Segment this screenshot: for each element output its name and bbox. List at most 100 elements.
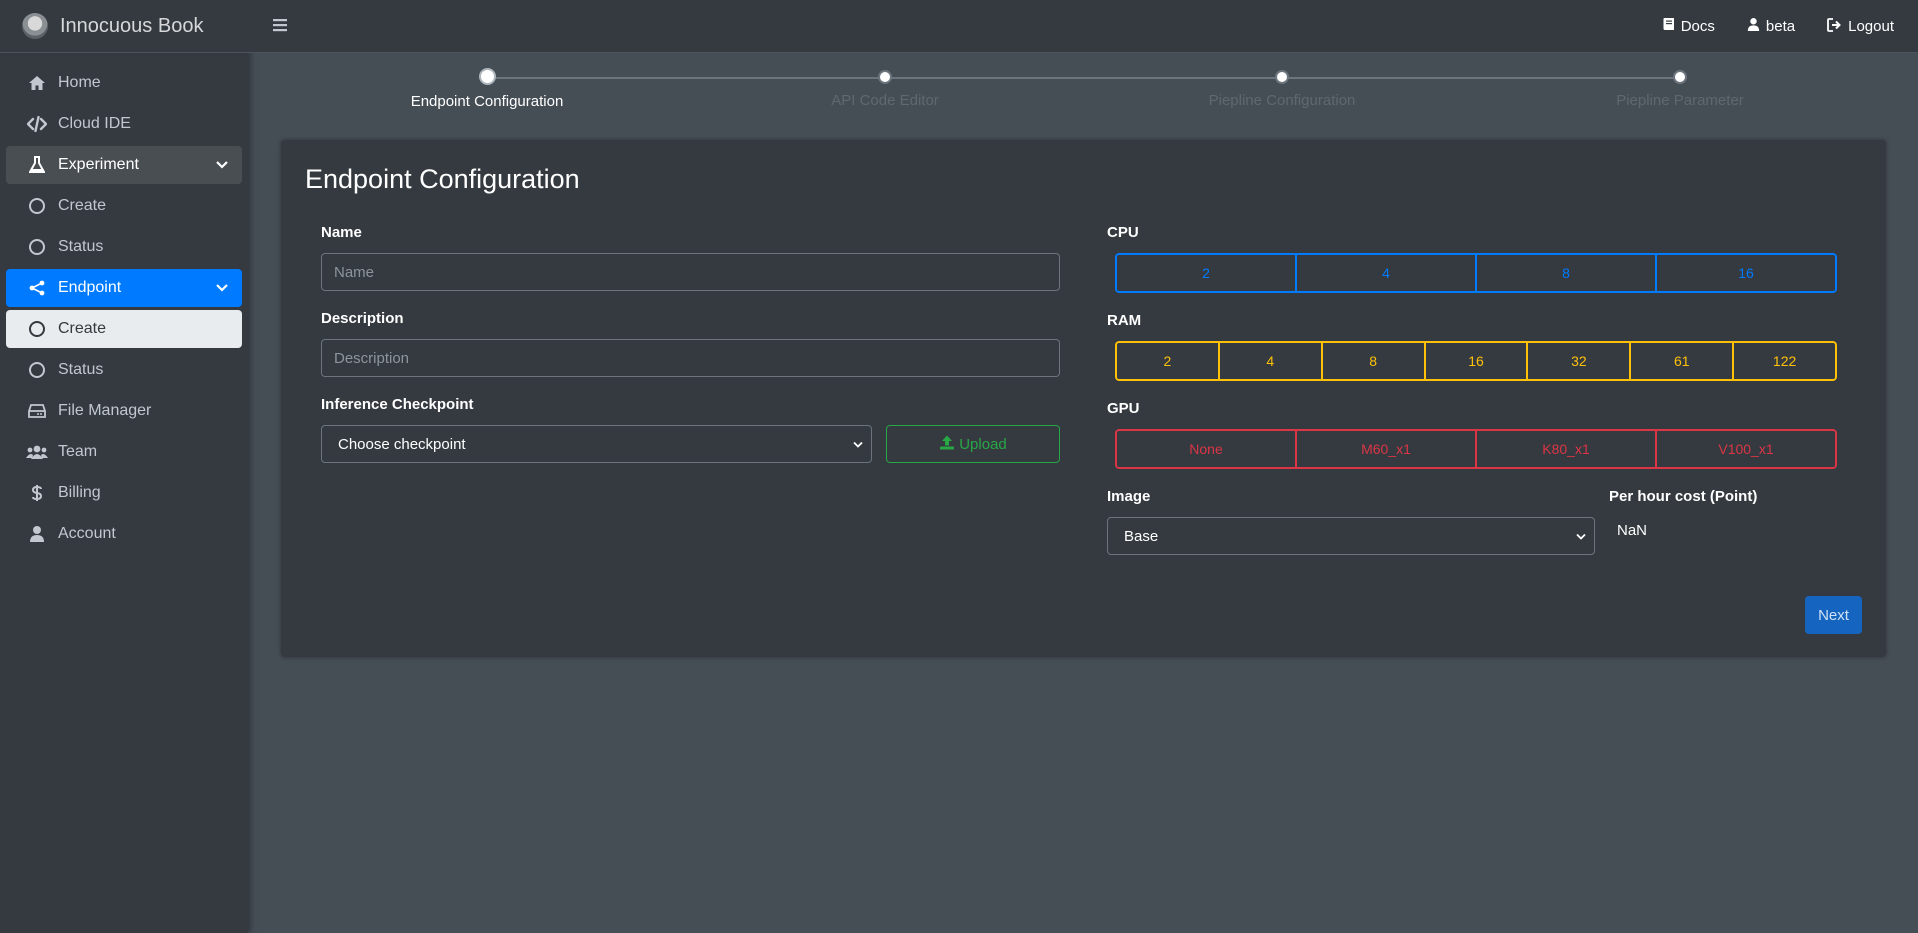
brand-link[interactable]: Innocuous Book xyxy=(0,0,248,53)
endpoint-config-card: Endpoint Configuration Name Description … xyxy=(281,140,1886,657)
sidebar-item-home[interactable]: Home xyxy=(6,64,242,102)
logout-link[interactable]: Logout xyxy=(1827,17,1894,36)
docs-link[interactable]: Docs xyxy=(1662,17,1715,36)
user-link[interactable]: beta xyxy=(1747,17,1795,36)
sidebar-item-experiment-create[interactable]: Create xyxy=(6,187,242,225)
step-pipeline-parameter[interactable]: Piepline Parameter xyxy=(1560,68,1800,109)
stepper-line xyxy=(487,77,1679,79)
progress-stepper: Endpoint Configuration API Code Editor P… xyxy=(283,68,1744,118)
ram-option[interactable]: 4 xyxy=(1218,341,1322,381)
sidebar-item-label: Create xyxy=(58,320,107,337)
cpu-option[interactable]: 8 xyxy=(1476,253,1656,293)
docs-label: Docs xyxy=(1680,18,1715,35)
sidebar-item-endpoint-status[interactable]: Status xyxy=(6,351,242,389)
cost-value: NaN xyxy=(1617,522,1648,539)
gpu-option[interactable]: K80_x1 xyxy=(1476,429,1656,469)
circle-icon xyxy=(26,362,48,378)
checkpoint-label: Inference Checkpoint xyxy=(321,396,474,413)
step-endpoint-configuration[interactable]: Endpoint Configuration xyxy=(367,68,607,110)
gpu-label: GPU xyxy=(1107,400,1140,417)
user-label: beta xyxy=(1765,18,1796,35)
sidebar-item-file-manager[interactable]: File Manager xyxy=(6,392,242,430)
code-icon xyxy=(26,116,48,132)
step-dot xyxy=(478,68,496,85)
sidebar-item-label: Create xyxy=(58,197,107,214)
step-pipeline-configuration[interactable]: Piepline Configuration xyxy=(1162,68,1402,109)
cpu-label: CPU xyxy=(1107,224,1139,241)
ram-option[interactable]: 8 xyxy=(1321,341,1425,381)
description-input[interactable] xyxy=(321,339,1060,377)
image-selected: Base xyxy=(1124,527,1159,545)
checkpoint-selected: Choose checkpoint xyxy=(338,435,466,453)
ram-option[interactable]: 16 xyxy=(1424,341,1528,381)
circle-icon xyxy=(26,321,48,337)
gpu-option[interactable]: M60_x1 xyxy=(1296,429,1476,469)
sidebar-item-label: Endpoint xyxy=(58,279,122,296)
users-icon xyxy=(26,444,48,460)
step-api-code-editor[interactable]: API Code Editor xyxy=(765,68,1005,109)
logout-label: Logout xyxy=(1848,18,1894,35)
circle-icon xyxy=(26,239,48,255)
ram-option[interactable]: 2 xyxy=(1115,341,1219,381)
checkpoint-select[interactable]: Choose checkpoint xyxy=(321,425,872,463)
cpu-option[interactable]: 2 xyxy=(1115,253,1296,293)
menu-toggle-icon[interactable] xyxy=(272,17,288,38)
sidebar-item-label: Cloud IDE xyxy=(58,115,131,132)
sidebar-item-billing[interactable]: Billing xyxy=(6,474,242,512)
sidebar-item-endpoint[interactable]: Endpoint xyxy=(6,269,242,307)
sidebar-item-experiment[interactable]: Experiment xyxy=(6,146,242,184)
share-icon xyxy=(26,280,48,296)
description-label: Description xyxy=(321,310,404,327)
chevron-down-icon xyxy=(1576,528,1586,545)
user-icon xyxy=(1747,17,1760,36)
flask-icon xyxy=(26,156,48,174)
card-title: Endpoint Configuration xyxy=(305,164,580,194)
image-select[interactable]: Base xyxy=(1107,517,1595,555)
sidebar-item-account[interactable]: Account xyxy=(6,515,242,553)
sidebar-item-endpoint-create[interactable]: Create xyxy=(6,310,242,348)
name-input[interactable] xyxy=(321,253,1060,291)
ram-option[interactable]: 32 xyxy=(1527,341,1631,381)
cpu-options: 2 4 8 16 xyxy=(1115,253,1837,293)
cpu-option[interactable]: 16 xyxy=(1656,253,1837,293)
sidebar-item-experiment-status[interactable]: Status xyxy=(6,228,242,266)
upload-button[interactable]: Upload xyxy=(886,425,1060,463)
gpu-option[interactable]: None xyxy=(1115,429,1296,469)
circle-icon xyxy=(26,198,48,214)
sidebar-item-team[interactable]: Team xyxy=(6,433,242,471)
top-right-links: Docs beta Logout xyxy=(1662,0,1894,53)
upload-icon xyxy=(939,435,955,454)
home-icon xyxy=(26,75,48,91)
sidebar-nav: Home Cloud IDE Experiment Create Status xyxy=(0,53,248,553)
sign-out-icon xyxy=(1827,17,1842,36)
cost-label: Per hour cost (Point) xyxy=(1609,488,1758,505)
gpu-option[interactable]: V100_x1 xyxy=(1656,429,1837,469)
book-icon xyxy=(1662,17,1675,36)
upload-label: Upload xyxy=(959,435,1007,453)
step-label: Piepline Parameter xyxy=(1616,92,1744,109)
chevron-down-icon xyxy=(853,436,863,453)
step-dot xyxy=(1673,70,1687,84)
sidebar-item-cloud-ide[interactable]: Cloud IDE xyxy=(6,105,242,143)
step-label: Piepline Configuration xyxy=(1208,92,1356,109)
brand-name: Innocuous Book xyxy=(60,14,204,37)
step-label: Endpoint Configuration xyxy=(410,93,564,110)
sidebar-item-label: Team xyxy=(58,443,98,460)
step-label: API Code Editor xyxy=(831,92,939,109)
chevron-down-icon xyxy=(216,279,228,297)
ram-option[interactable]: 61 xyxy=(1630,341,1734,381)
image-label: Image xyxy=(1107,488,1151,505)
sidebar-item-label: Status xyxy=(58,361,104,378)
sidebar-item-label: Account xyxy=(58,525,116,542)
brand-logo-icon xyxy=(22,13,48,39)
ram-label: RAM xyxy=(1107,312,1142,329)
cpu-option[interactable]: 4 xyxy=(1296,253,1476,293)
next-button[interactable]: Next xyxy=(1805,596,1862,634)
chevron-down-icon xyxy=(216,156,228,174)
ram-option[interactable]: 122 xyxy=(1733,341,1837,381)
gpu-options: None M60_x1 K80_x1 V100_x1 xyxy=(1115,429,1837,469)
sidebar: Innocuous Book Home Cloud IDE Experiment xyxy=(0,0,248,933)
sidebar-item-label: Experiment xyxy=(58,156,139,173)
ram-options: 2 4 8 16 32 61 122 xyxy=(1115,341,1837,381)
user-icon xyxy=(26,525,48,543)
